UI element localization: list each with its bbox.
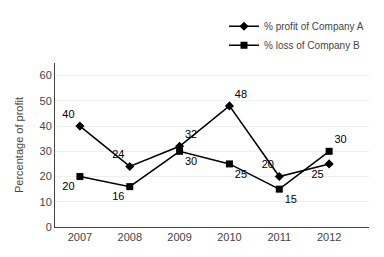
svg-text:16: 16 [112, 190, 124, 202]
svg-text:25: 25 [312, 168, 324, 180]
svg-text:25: 25 [235, 168, 247, 180]
svg-text:15: 15 [285, 193, 297, 205]
svg-text:50: 50 [40, 95, 52, 107]
svg-text:20: 20 [40, 170, 52, 182]
svg-text:20: 20 [262, 158, 274, 170]
svg-text:2009: 2009 [167, 231, 191, 243]
svg-text:2011: 2011 [267, 231, 291, 243]
svg-text:40: 40 [62, 108, 74, 120]
svg-text:% profit of Company A: % profit of Company A [264, 21, 364, 32]
svg-text:% loss of Company B: % loss of Company B [264, 40, 360, 51]
svg-text:30: 30 [185, 155, 197, 167]
svg-text:30: 30 [335, 133, 347, 145]
svg-text:32: 32 [185, 128, 197, 140]
svg-text:2008: 2008 [118, 231, 142, 243]
svg-text:48: 48 [235, 88, 247, 100]
svg-text:2010: 2010 [217, 231, 241, 243]
svg-text:Percentage of profit: Percentage of profit [13, 97, 25, 193]
svg-text:40: 40 [40, 120, 52, 132]
svg-text:2012: 2012 [317, 231, 341, 243]
svg-text:30: 30 [40, 145, 52, 157]
svg-text:20: 20 [62, 180, 74, 192]
svg-text:24: 24 [112, 148, 124, 160]
svg-text:10: 10 [40, 196, 52, 208]
svg-text:2007: 2007 [68, 231, 92, 243]
svg-text:0: 0 [46, 221, 52, 233]
svg-text:60: 60 [40, 69, 52, 81]
